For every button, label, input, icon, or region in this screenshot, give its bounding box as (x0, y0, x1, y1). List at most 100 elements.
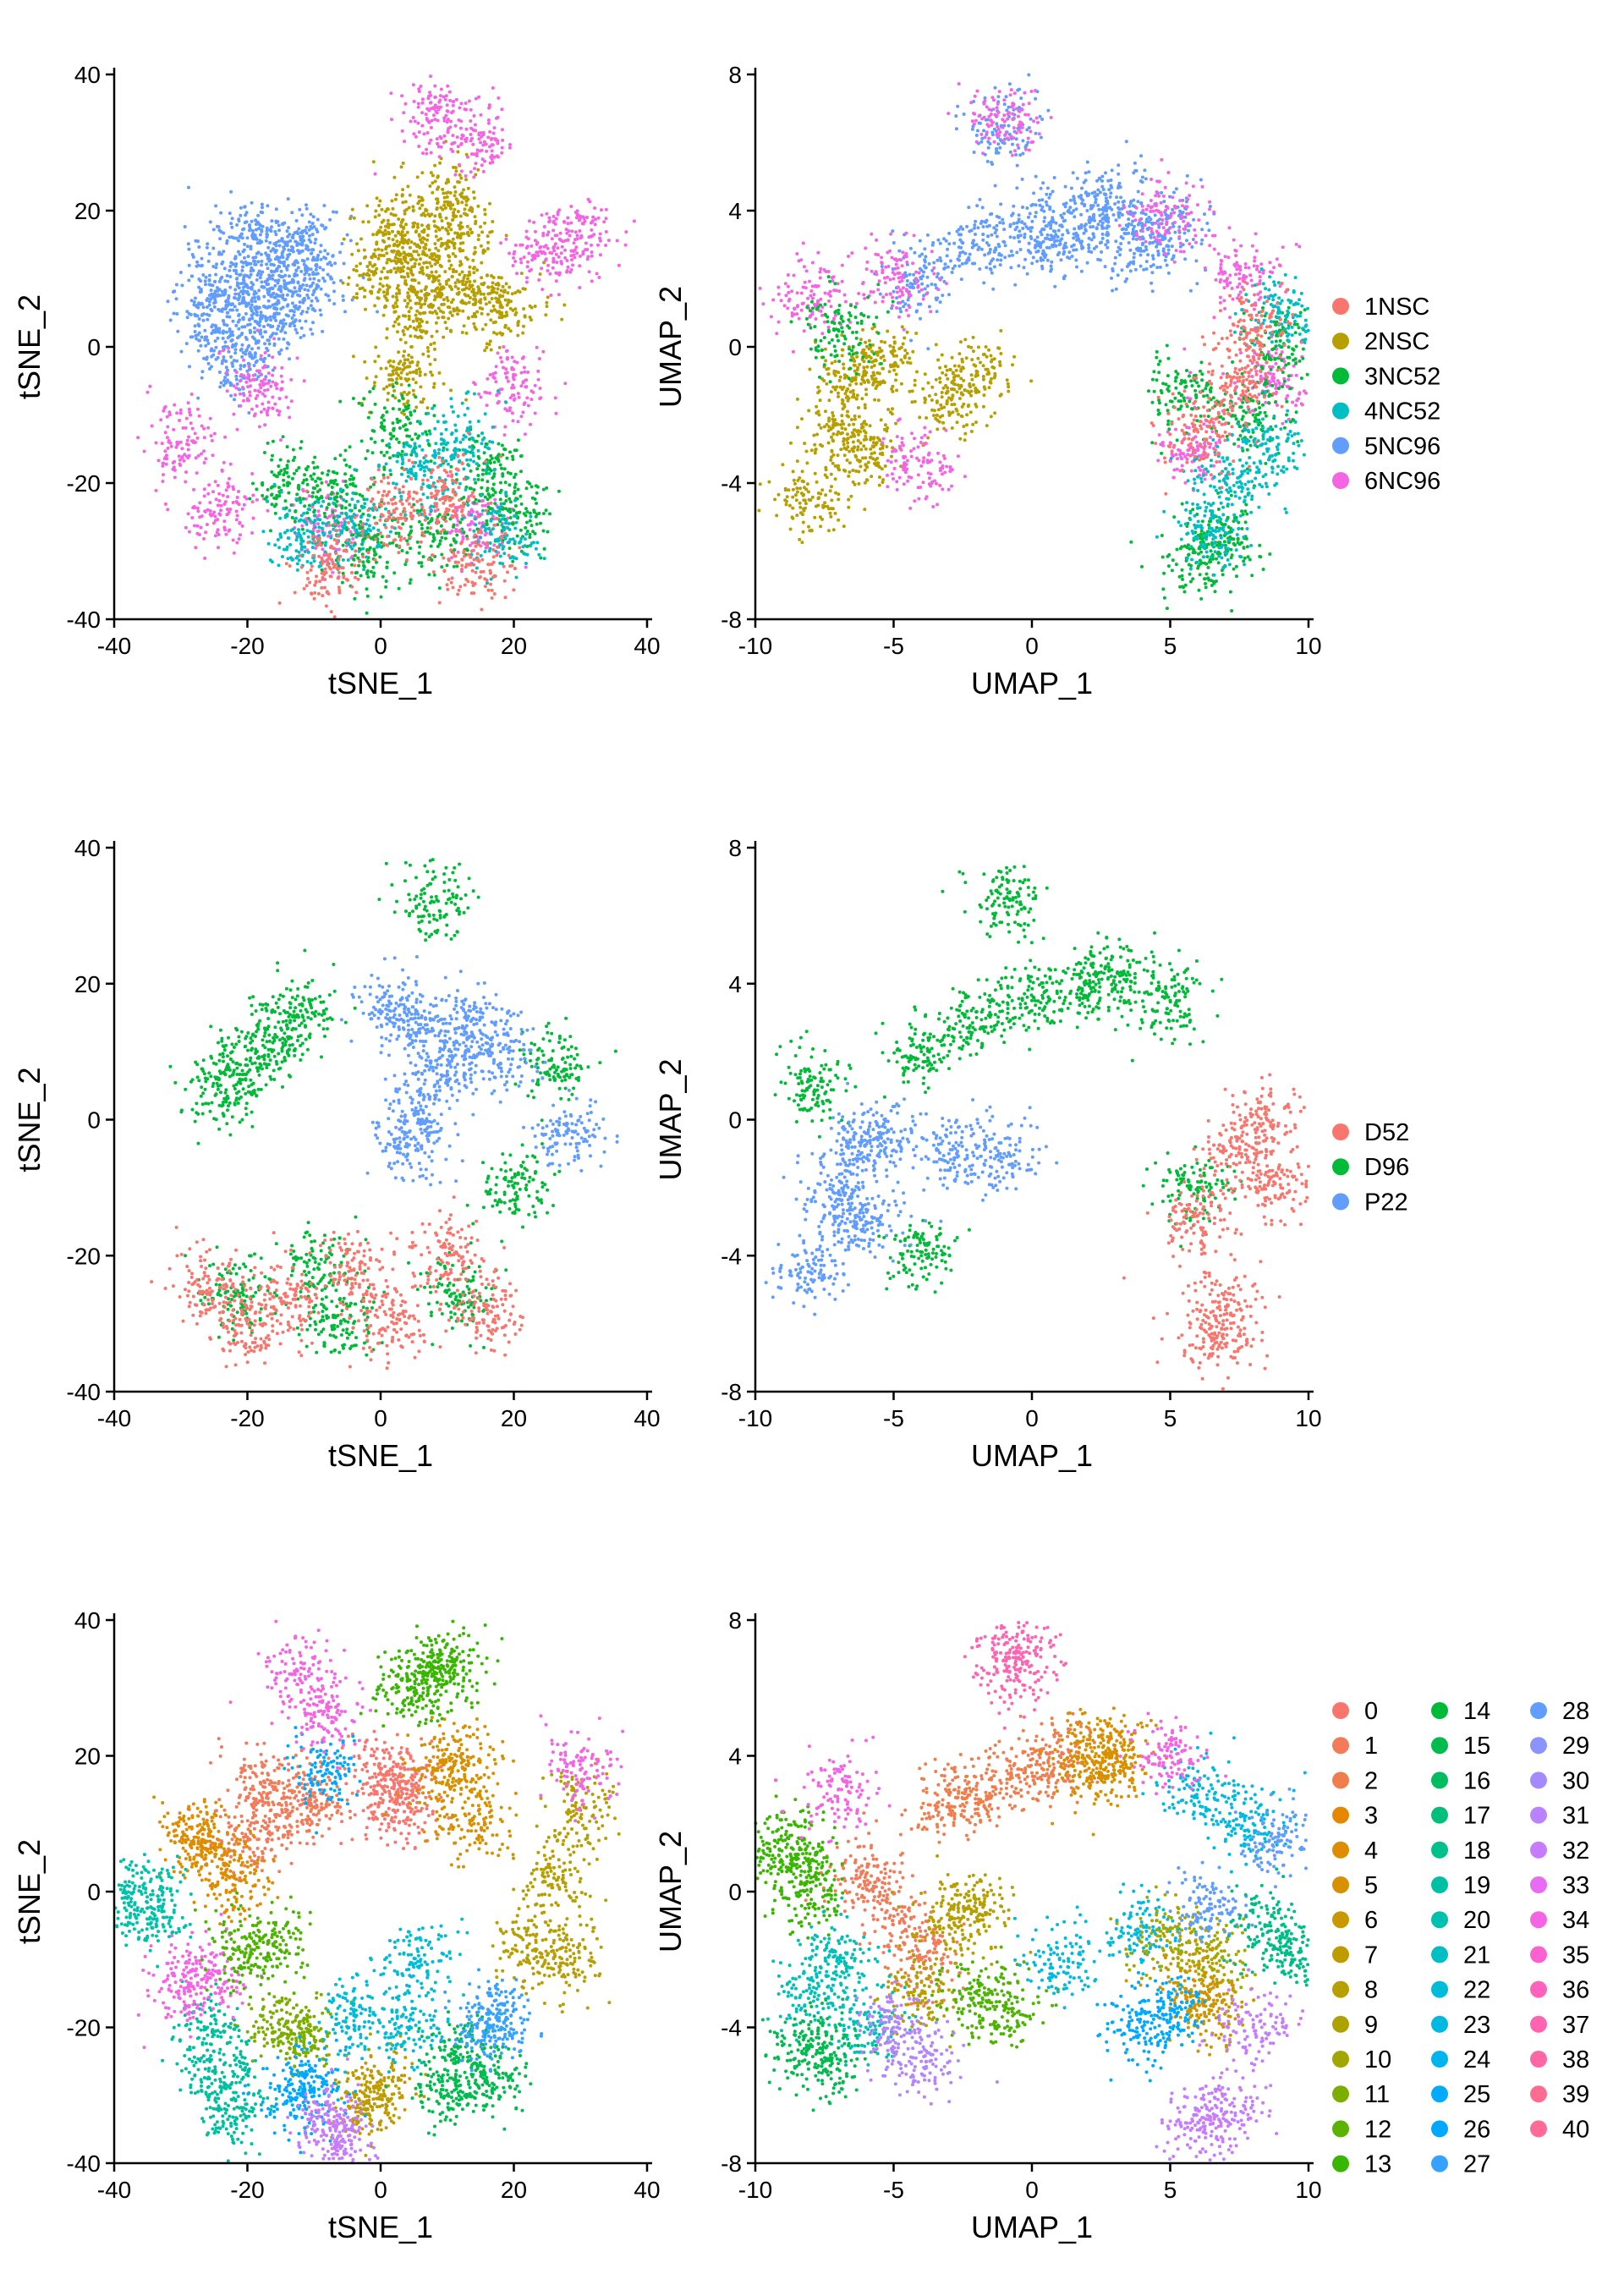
data-point (279, 289, 283, 294)
data-point (194, 333, 198, 338)
data-point (255, 310, 259, 314)
data-point (184, 480, 188, 484)
data-point (318, 266, 322, 270)
data-point (219, 211, 223, 215)
data-point (417, 130, 421, 135)
data-point (203, 279, 207, 283)
data-point (254, 397, 258, 400)
data-point (194, 456, 198, 460)
data-point (372, 271, 376, 275)
data-point (223, 435, 228, 439)
data-point (442, 191, 446, 195)
data-point (462, 188, 465, 192)
data-point (205, 305, 209, 310)
data-point (542, 547, 546, 551)
data-point (453, 173, 458, 177)
data-point (441, 456, 445, 460)
data-point (575, 251, 579, 255)
data-point (434, 224, 438, 228)
data-point (442, 382, 446, 386)
data-point (242, 374, 246, 378)
data-point (225, 310, 229, 315)
data-point (409, 511, 413, 515)
data-point (286, 314, 290, 318)
data-point (425, 224, 430, 228)
data-point (341, 525, 345, 529)
data-point (368, 546, 372, 550)
data-point (353, 468, 357, 472)
data-point (384, 209, 388, 213)
data-point (437, 155, 442, 159)
data-point (454, 467, 458, 471)
data-point (546, 246, 550, 250)
data-point (480, 442, 484, 446)
data-point (270, 225, 273, 229)
data-point (211, 265, 216, 268)
data-point (200, 370, 205, 374)
data-point (339, 278, 343, 283)
data-point (373, 304, 377, 308)
data-point (217, 293, 220, 297)
data-point (237, 314, 241, 317)
data-point (492, 460, 497, 464)
data-point (326, 473, 330, 477)
data-point (350, 497, 354, 502)
data-point (476, 285, 480, 289)
data-point (305, 529, 310, 533)
data-point (311, 491, 315, 495)
data-point (280, 251, 284, 255)
data-point (187, 435, 190, 439)
data-point (403, 390, 406, 394)
data-point (400, 94, 404, 98)
data-point (396, 257, 400, 261)
data-point (439, 265, 443, 268)
data-point (409, 268, 413, 272)
data-point (391, 393, 395, 398)
data-point (485, 471, 489, 475)
data-point (311, 503, 315, 507)
data-point (569, 205, 573, 208)
data-point (436, 197, 440, 201)
data-point (428, 214, 432, 218)
data-point (518, 494, 523, 498)
data-point (387, 236, 391, 240)
data-point (298, 300, 302, 305)
data-point (297, 531, 301, 536)
data-point (393, 502, 398, 505)
data-point (451, 150, 455, 153)
data-point (461, 453, 465, 457)
data-point (458, 173, 462, 177)
data-point (378, 282, 382, 286)
data-point (450, 496, 454, 500)
data-point (503, 481, 508, 485)
data-point (341, 298, 345, 302)
data-point (390, 199, 394, 203)
data-point (432, 461, 436, 465)
data-point (200, 263, 204, 267)
data-point (421, 250, 425, 254)
data-point (183, 225, 187, 228)
data-point (476, 477, 480, 481)
data-point (279, 490, 283, 494)
data-point (461, 309, 465, 313)
data-point (304, 266, 307, 270)
data-point (294, 509, 298, 513)
data-point (437, 586, 442, 590)
data-point (374, 507, 377, 511)
data-point (291, 245, 295, 250)
data-point (313, 590, 317, 595)
data-point (360, 541, 365, 545)
data-point (319, 244, 323, 248)
data-point (425, 147, 429, 151)
data-point (257, 425, 261, 429)
data-point (428, 91, 432, 95)
data-point (479, 536, 483, 540)
data-point (241, 292, 245, 296)
data-point (506, 291, 510, 295)
data-point (284, 240, 288, 244)
data-point (406, 358, 410, 362)
data-point (476, 474, 480, 477)
data-point (502, 514, 506, 518)
data-point (389, 377, 393, 382)
data-point (489, 318, 493, 322)
